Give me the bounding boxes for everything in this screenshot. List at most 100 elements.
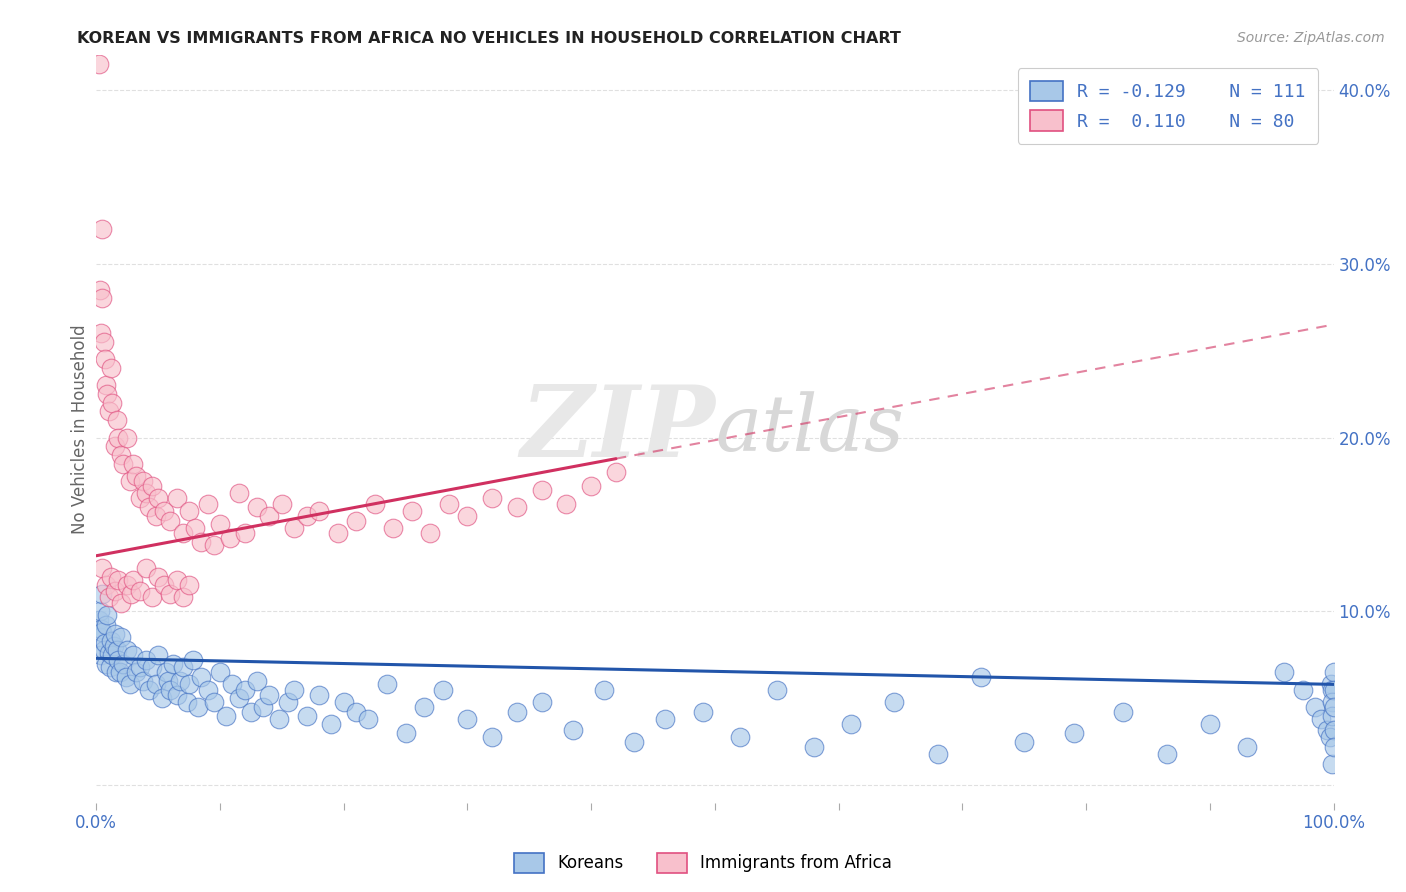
Point: [166, 491, 188, 506]
Point: [233, 682, 256, 697]
Point: [176, 695, 198, 709]
Point: [101, 648, 124, 662]
Point: [326, 526, 349, 541]
Point: [103, 639, 125, 653]
Point: [239, 705, 262, 719]
Point: [128, 660, 150, 674]
Point: [94, 378, 117, 392]
Point: [156, 673, 179, 688]
Point: [1323, 739, 1346, 754]
Point: [202, 695, 225, 709]
Point: [153, 503, 176, 517]
Point: [1322, 757, 1344, 772]
Point: [654, 712, 676, 726]
Point: [883, 695, 905, 709]
Point: [344, 514, 367, 528]
Point: [190, 670, 212, 684]
Point: [456, 508, 478, 523]
Point: [839, 717, 862, 731]
Point: [437, 497, 460, 511]
Point: [344, 705, 367, 719]
Point: [506, 500, 529, 514]
Point: [215, 708, 238, 723]
Point: [277, 695, 299, 709]
Point: [135, 561, 157, 575]
Point: [1014, 735, 1036, 749]
Point: [481, 491, 503, 506]
Point: [1319, 730, 1341, 744]
Text: ZIP: ZIP: [520, 381, 714, 477]
Point: [1236, 739, 1258, 754]
Point: [181, 653, 204, 667]
Point: [105, 665, 128, 680]
Point: [1310, 712, 1333, 726]
Point: [1063, 726, 1085, 740]
Point: [89, 631, 111, 645]
Point: [295, 708, 318, 723]
Point: [184, 521, 207, 535]
Point: [94, 635, 117, 649]
Point: [970, 670, 993, 684]
Point: [481, 730, 503, 744]
Point: [197, 497, 219, 511]
Point: [115, 670, 138, 684]
Point: [91, 561, 114, 575]
Point: [87, 57, 110, 71]
Point: [623, 735, 645, 749]
Point: [382, 521, 405, 535]
Point: [1156, 747, 1178, 761]
Point: [592, 682, 614, 697]
Point: [177, 578, 200, 592]
Point: [1322, 708, 1344, 723]
Point: [150, 691, 173, 706]
Point: [89, 604, 111, 618]
Point: [1323, 723, 1346, 737]
Point: [97, 404, 120, 418]
Point: [208, 517, 231, 532]
Point: [169, 673, 191, 688]
Point: [132, 474, 155, 488]
Point: [104, 627, 127, 641]
Text: KOREAN VS IMMIGRANTS FROM AFRICA NO VEHICLES IN HOUSEHOLD CORRELATION CHART: KOREAN VS IMMIGRANTS FROM AFRICA NO VEHI…: [77, 31, 901, 46]
Point: [166, 573, 188, 587]
Point: [927, 747, 949, 761]
Point: [1320, 677, 1343, 691]
Point: [110, 631, 132, 645]
Point: [1303, 700, 1326, 714]
Point: [172, 660, 194, 674]
Point: [419, 526, 441, 541]
Point: [141, 591, 163, 605]
Point: [101, 396, 124, 410]
Point: [1112, 705, 1135, 719]
Point: [259, 508, 281, 523]
Point: [146, 491, 169, 506]
Point: [308, 503, 330, 517]
Point: [94, 352, 117, 367]
Point: [270, 497, 292, 511]
Point: [90, 648, 112, 662]
Point: [1199, 717, 1222, 731]
Point: [561, 723, 583, 737]
Point: [1316, 723, 1339, 737]
Point: [145, 508, 167, 523]
Point: [122, 648, 145, 662]
Point: [87, 613, 110, 627]
Point: [141, 660, 163, 674]
Point: [104, 439, 127, 453]
Point: [190, 534, 212, 549]
Point: [269, 712, 291, 726]
Point: [98, 660, 121, 674]
Point: [530, 695, 553, 709]
Point: [728, 730, 751, 744]
Point: [506, 705, 529, 719]
Point: [172, 526, 194, 541]
Point: [90, 326, 112, 341]
Legend: Koreans, Immigrants from Africa: Koreans, Immigrants from Africa: [508, 847, 898, 880]
Point: [413, 700, 436, 714]
Point: [252, 700, 274, 714]
Point: [177, 677, 200, 691]
Point: [456, 712, 478, 726]
Point: [141, 479, 163, 493]
Point: [105, 413, 128, 427]
Point: [118, 474, 141, 488]
